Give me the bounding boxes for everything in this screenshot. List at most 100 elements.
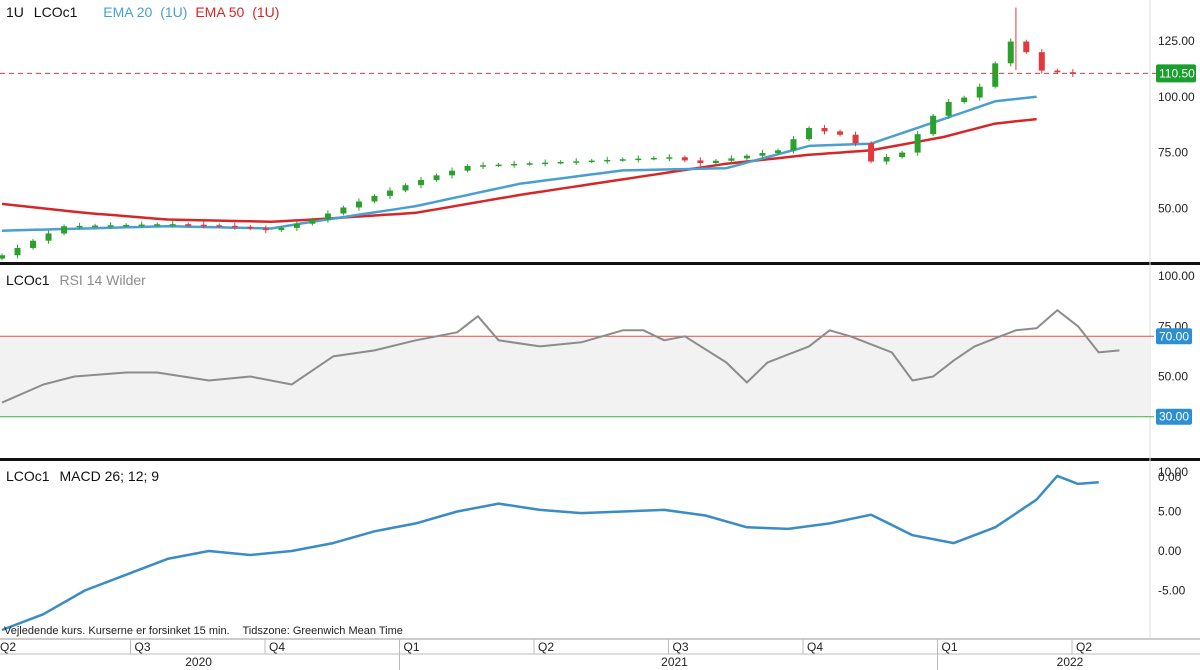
candle <box>526 161 533 166</box>
candle <box>278 226 285 232</box>
macd-tick-label: -5.00 <box>1158 584 1186 598</box>
candle <box>806 126 812 141</box>
candle-body <box>386 190 393 196</box>
candle-body <box>340 207 347 214</box>
candle <box>200 221 207 229</box>
candle <box>619 157 626 162</box>
candle-body <box>324 213 331 220</box>
candle-body <box>635 158 642 161</box>
candle-body <box>619 159 626 161</box>
ema20-line <box>1 95 1037 232</box>
candle-body <box>604 159 611 162</box>
ema20-interval: (1U) <box>160 4 188 20</box>
candle <box>216 223 223 228</box>
candle <box>868 141 875 164</box>
macd-tick-label: 5.00 <box>1158 505 1182 519</box>
quarter-label: Q3 <box>135 640 151 654</box>
candle-body <box>806 128 812 140</box>
price-tick-label: 125.00 <box>1158 34 1195 48</box>
symbol-label[interactable]: LCOc1 <box>33 4 78 20</box>
candle-body <box>759 153 766 156</box>
candle-body <box>588 160 595 163</box>
rsi-tick-label: 100.00 <box>1158 269 1195 283</box>
candle <box>231 222 238 230</box>
time-axis: Q2 Q3 Q4 Q1 Q2 Q3 Q4 Q1 Q2 2020 2021 2022 <box>0 638 1200 670</box>
candle-body <box>123 224 130 227</box>
year-label: 2020 <box>185 655 212 669</box>
last-price-label: 110.50 <box>1159 66 1195 80</box>
candle <box>542 159 549 167</box>
macd-label[interactable]: MACD 26; 12; 9 <box>59 468 160 484</box>
rsi-band <box>0 336 1150 417</box>
candle-body <box>309 219 316 224</box>
candle <box>650 156 657 161</box>
quarter-label: Q1 <box>404 640 420 654</box>
panel-divider <box>0 262 1200 265</box>
candle-body <box>743 155 750 159</box>
candle <box>883 153 890 165</box>
candle <box>573 158 580 166</box>
ema50-label[interactable]: EMA 50 <box>195 4 245 20</box>
candle-body <box>666 157 673 159</box>
candle-body <box>650 157 657 160</box>
candle-body <box>1054 70 1061 73</box>
candle-body <box>542 162 549 165</box>
rsi-level-label: 30.00 <box>1159 410 1189 424</box>
rsi-level-badge <box>1156 328 1192 345</box>
interval-label[interactable]: 1U <box>6 4 24 20</box>
candle-body <box>495 164 502 167</box>
candle-body <box>107 225 114 227</box>
year-label: 2022 <box>1057 655 1084 669</box>
rsi-line <box>1 309 1120 404</box>
macd-tick-label: 0.00 <box>1158 544 1182 558</box>
quarter-label: Q4 <box>269 640 285 654</box>
rsi-tick-label: 0.00 <box>1158 470 1182 484</box>
candle <box>107 222 114 229</box>
candle-body <box>557 161 564 164</box>
candle-body <box>371 195 378 202</box>
candle <box>480 162 487 170</box>
price-tick-label: 75.00 <box>1158 146 1188 160</box>
price-panel: 125.00 100.00 75.00 50.00 110.50 <box>0 7 1196 261</box>
candle <box>666 154 673 162</box>
candle-body <box>1038 52 1045 71</box>
rsi-level-label: 70.00 <box>1159 329 1189 343</box>
candle-body <box>790 139 797 151</box>
candle-body <box>355 201 362 208</box>
candle <box>402 183 409 193</box>
candle-body <box>868 143 875 162</box>
candle-body <box>961 97 968 102</box>
candle <box>386 187 393 199</box>
ema20-label[interactable]: EMA 20 <box>103 4 153 20</box>
candle-body <box>883 157 890 162</box>
candle <box>774 148 781 155</box>
rsi-label[interactable]: RSI 14 Wilder <box>59 272 146 288</box>
price-tick-label: 50.00 <box>1158 201 1188 215</box>
candle <box>324 210 331 223</box>
candle <box>433 173 440 182</box>
candle <box>30 238 37 250</box>
candle-body <box>402 185 409 191</box>
candle <box>992 61 999 89</box>
candle <box>0 253 5 261</box>
candle-body <box>774 150 781 154</box>
candle <box>1038 49 1045 74</box>
candle <box>185 222 192 227</box>
rsi-panel-header: LCOc1 RSI 14 Wilder <box>6 272 152 288</box>
candle <box>355 198 362 211</box>
candle <box>169 221 176 228</box>
last-price-badge <box>1156 64 1196 83</box>
quarter-label: Q4 <box>807 640 823 654</box>
candle-body <box>293 223 300 228</box>
candle <box>914 131 921 156</box>
year-label: 2021 <box>661 655 688 669</box>
candle-body <box>76 225 83 228</box>
candle <box>495 162 502 168</box>
rsi-symbol: LCOc1 <box>6 272 50 288</box>
candles <box>0 7 1076 261</box>
quarter-label: Q1 <box>942 640 958 654</box>
candle <box>790 136 797 154</box>
candle-body <box>449 170 456 176</box>
price-panel-header: 1U LCOc1 EMA 20 (1U) EMA 50 (1U) <box>6 4 285 20</box>
